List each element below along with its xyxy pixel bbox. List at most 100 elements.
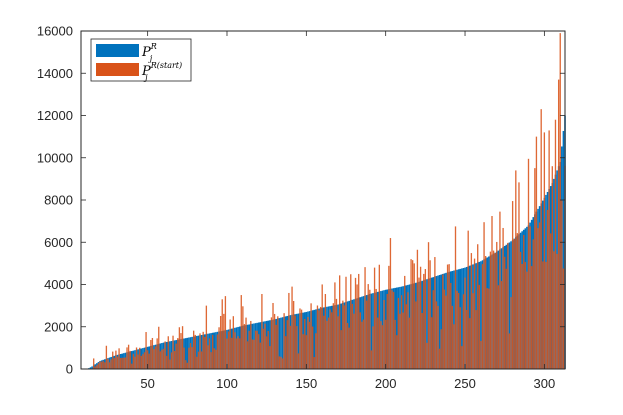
bar-pjr-start — [546, 209, 549, 369]
bar-pjr-start — [278, 356, 281, 369]
bar-pjr-start — [291, 286, 293, 369]
bar-pjr-start — [237, 336, 239, 369]
bar-pjr-start — [93, 358, 95, 369]
bar-pjr — [186, 337, 189, 369]
bar-pjr-start — [188, 347, 190, 369]
bar-pjr-start — [451, 305, 453, 369]
bar-pjr-start — [267, 330, 269, 369]
bar-pjr-start — [489, 251, 492, 369]
bar-pjr-start — [277, 316, 279, 369]
y-tick-label: 16000 — [37, 24, 73, 39]
bar-pjr-start — [162, 348, 165, 369]
bar-pjr-start — [224, 296, 227, 369]
bar-pjr-start — [480, 340, 482, 369]
bar-pjr-start — [299, 308, 301, 369]
bar-pjr-start — [181, 326, 184, 369]
y-axis: 0 2000 4000 6000 8000 10000 12000 14000 16000 — [37, 24, 565, 377]
bar-pjr-start — [167, 336, 169, 369]
bar-pjr-start — [262, 328, 265, 369]
bar-pjr-start — [142, 354, 144, 369]
bar-pjr-start — [497, 285, 500, 369]
bar-pjr — [461, 268, 463, 369]
bar-pjr-start — [516, 233, 519, 369]
bar-pjr-start — [235, 338, 238, 369]
bar-pjr-start — [470, 253, 473, 369]
bar-pjr-start — [318, 310, 320, 369]
bar-pjr-start — [365, 300, 368, 369]
bar-pjr-start — [381, 325, 384, 369]
bar-pjr-start — [223, 313, 225, 369]
bar-pjr-start — [429, 260, 431, 369]
bar-pjr-start — [269, 346, 271, 369]
bar-pjr — [370, 293, 373, 369]
bar-pjr-start — [456, 290, 458, 369]
bar-pjr-start — [121, 357, 123, 369]
bar-pjr — [281, 317, 284, 369]
bar-pjr — [396, 287, 398, 369]
bar-pjr-start — [297, 353, 300, 369]
bar-pjr-start — [148, 353, 150, 369]
bar-pjr-start — [186, 362, 188, 369]
bar-pjr-start — [243, 324, 246, 369]
bar-pjr-start — [465, 309, 468, 369]
bar-pjr-start — [216, 334, 219, 369]
bar-pjr-start — [300, 309, 303, 369]
bar-pjr-start — [504, 256, 506, 369]
bar-pjr-start — [331, 312, 333, 369]
bar-pjr-start — [207, 345, 209, 369]
bar-pjr-start — [189, 342, 192, 369]
bar-pjr-start — [197, 351, 200, 369]
bar-pjr-start — [305, 335, 307, 369]
bar-pjr-start — [199, 333, 201, 369]
bar-pjr-start — [364, 267, 366, 369]
bar-pjr-start — [180, 333, 182, 369]
y-tick-label: 10000 — [37, 150, 73, 165]
bar-pjr-start — [421, 312, 423, 369]
y-tick-label: 8000 — [44, 193, 73, 208]
x-tick-label: 300 — [534, 376, 556, 391]
bar-pjr-start — [562, 268, 565, 369]
x-tick-label: 200 — [375, 376, 397, 391]
bar-pjr-start — [496, 241, 498, 369]
bar-pjr-start — [388, 265, 390, 369]
bar-pjr-start — [515, 170, 517, 369]
bar-pjr-start — [273, 313, 276, 369]
bar-pjr-start — [372, 326, 374, 369]
bar-pjr-start — [343, 305, 346, 369]
bar-pjr-start — [408, 317, 411, 369]
bar-pjr-start — [410, 259, 412, 369]
bar-pjr-start — [240, 295, 242, 369]
y-tick-label: 4000 — [44, 277, 73, 292]
bar-pjr-start — [166, 355, 168, 369]
bar-pjr-start — [335, 298, 338, 369]
bar-pjr-start — [478, 284, 480, 369]
bar-pjr — [184, 338, 187, 369]
bar-pjr-start — [437, 305, 439, 369]
bar-pjr — [91, 366, 93, 369]
bar-pjr-start — [218, 327, 220, 369]
bar-pjr-start — [134, 356, 136, 369]
bar-pjr-start — [175, 343, 177, 369]
bar-pjr-start — [348, 327, 350, 369]
bar-pjr-start — [350, 274, 352, 369]
bar-pjr-start — [524, 261, 526, 369]
legend-swatch-pjr-start — [96, 63, 139, 76]
bar-pjr-start — [356, 284, 358, 369]
bar-pjr-start — [312, 326, 314, 369]
bar-pjr-start — [383, 300, 385, 369]
bar-pjr-start — [358, 273, 360, 369]
bar-pjr-start — [518, 182, 520, 369]
bar-pjr-start — [227, 331, 230, 369]
bar-pjr-start — [402, 312, 404, 369]
bar-pjr-start — [153, 349, 155, 369]
bar-pjr-start — [332, 303, 334, 369]
bar-pjr-start — [193, 330, 195, 369]
bar-pjr-start — [538, 222, 541, 369]
bar-pjr-start — [553, 251, 555, 369]
bar-pjr-start — [340, 330, 342, 369]
bar-pjr-start — [272, 302, 274, 369]
bar-pjr — [196, 335, 198, 369]
bar-pjr-start — [261, 294, 263, 369]
bar-pjr-start — [185, 360, 187, 369]
bar-pjr-start — [400, 295, 403, 369]
